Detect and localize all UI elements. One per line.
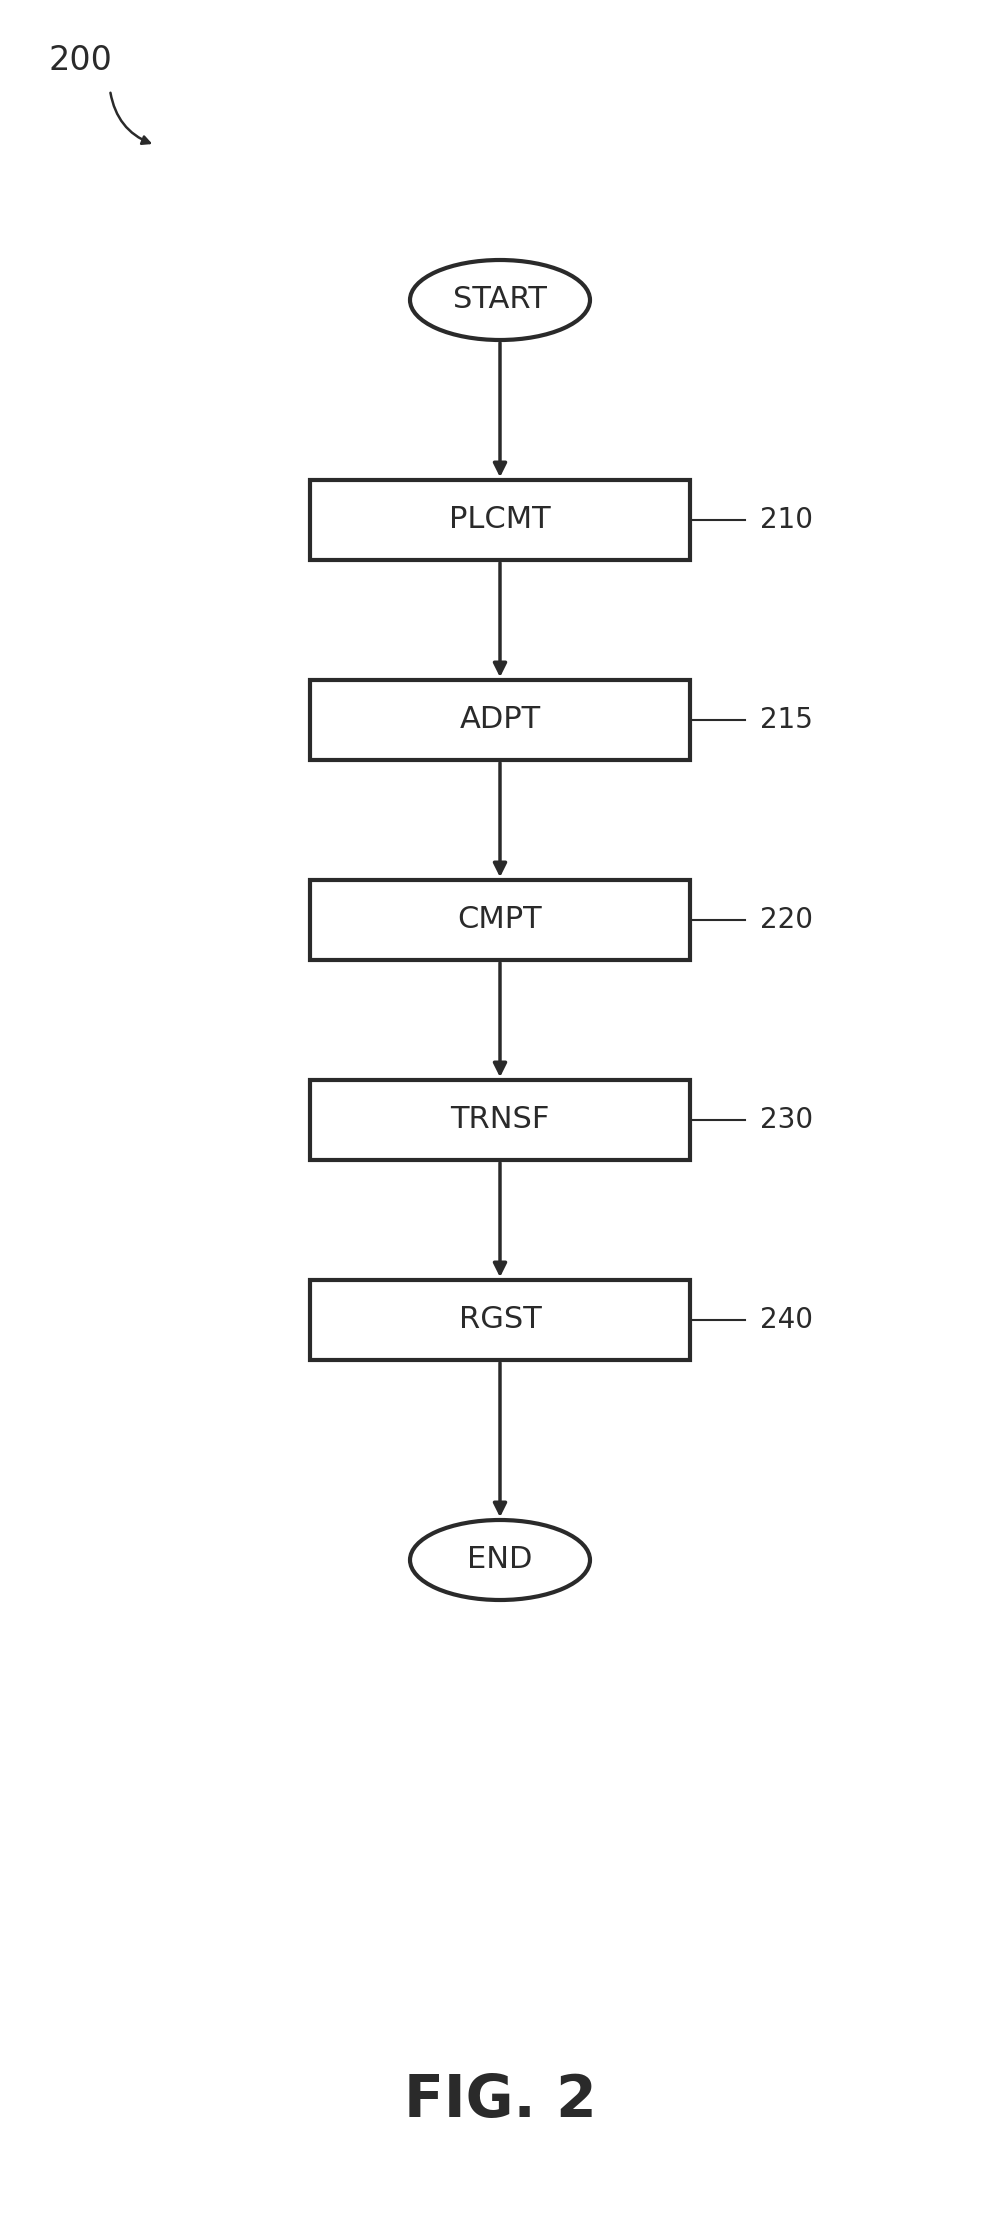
- FancyBboxPatch shape: [310, 880, 690, 961]
- Ellipse shape: [410, 260, 590, 340]
- Text: FIG. 2: FIG. 2: [404, 2072, 596, 2128]
- Text: END: END: [467, 1546, 533, 1575]
- Text: 210: 210: [760, 506, 813, 533]
- Ellipse shape: [410, 1521, 590, 1599]
- FancyBboxPatch shape: [310, 681, 690, 759]
- Text: 200: 200: [48, 43, 112, 76]
- FancyBboxPatch shape: [310, 1080, 690, 1160]
- Text: TRNSF: TRNSF: [450, 1107, 550, 1133]
- Text: ADPT: ADPT: [459, 706, 541, 735]
- Text: PLCMT: PLCMT: [449, 506, 551, 535]
- Text: 220: 220: [760, 905, 813, 934]
- Text: RGST: RGST: [459, 1306, 541, 1335]
- Text: CMPT: CMPT: [458, 905, 542, 934]
- FancyBboxPatch shape: [310, 479, 690, 560]
- Text: START: START: [453, 284, 547, 314]
- Text: 240: 240: [760, 1306, 813, 1335]
- FancyBboxPatch shape: [310, 1279, 690, 1360]
- Text: 230: 230: [760, 1107, 813, 1133]
- Text: 215: 215: [760, 706, 813, 735]
